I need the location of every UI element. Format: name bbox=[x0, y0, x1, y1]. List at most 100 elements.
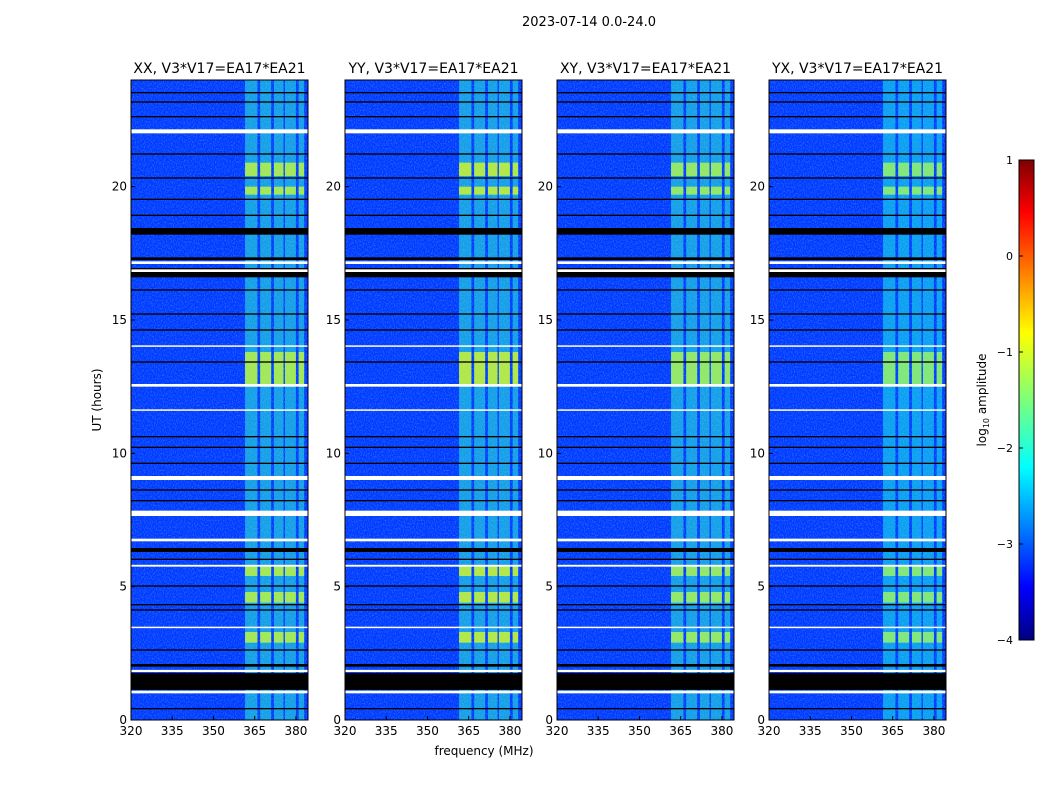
rfi-hot-cell bbox=[671, 592, 684, 603]
rfi-hot-cell bbox=[512, 632, 519, 643]
y-tick-label: 5 bbox=[333, 580, 341, 594]
x-tick-label: 365 bbox=[243, 724, 266, 738]
flagged-row-black bbox=[769, 446, 946, 448]
rfi-hot-cell bbox=[671, 632, 684, 643]
flagged-row-white bbox=[345, 269, 522, 272]
rfi-hot-cell bbox=[671, 162, 684, 176]
flagged-row-black bbox=[131, 548, 308, 552]
flagged-row-black bbox=[769, 257, 946, 260]
rfi-hot-cell bbox=[922, 162, 934, 176]
flagged-row-white bbox=[131, 510, 308, 516]
rfi-channel bbox=[273, 80, 284, 720]
rfi-hot-cell bbox=[260, 162, 272, 176]
rfi-hot-cell bbox=[710, 352, 722, 387]
rfi-hot-cell bbox=[724, 162, 731, 176]
rfi-hot-cell bbox=[883, 632, 896, 643]
flagged-row-black bbox=[345, 708, 522, 710]
x-tick-label: 320 bbox=[546, 724, 569, 738]
rfi-hot-cell bbox=[936, 352, 943, 387]
flagged-row-black bbox=[131, 313, 308, 315]
flagged-row-black bbox=[557, 558, 734, 560]
flagged-row-white bbox=[345, 538, 522, 542]
rfi-hot-cell bbox=[474, 162, 486, 176]
rfi-hot-cell bbox=[898, 592, 910, 603]
flagged-row-white bbox=[557, 564, 734, 567]
flagged-row-black bbox=[131, 268, 308, 278]
x-tick-label: 335 bbox=[799, 724, 822, 738]
flagged-row-white bbox=[769, 538, 946, 542]
rfi-hot-cell bbox=[911, 592, 922, 603]
rfi-hot-cell bbox=[512, 162, 519, 176]
rfi-channel bbox=[512, 80, 519, 720]
rfi-hot-cell bbox=[699, 162, 710, 176]
panel-frame bbox=[556, 79, 735, 721]
rfi-hot-cell bbox=[298, 162, 305, 176]
rfi-hot-cell bbox=[883, 162, 896, 176]
rfi-channel bbox=[898, 80, 910, 720]
rfi-hot-cell bbox=[260, 565, 272, 576]
flagged-row-black bbox=[345, 289, 522, 291]
flagged-row-white bbox=[131, 564, 308, 567]
flagged-row-black bbox=[345, 329, 522, 331]
panel-1: YY, V3*V17=EA17*EA21 320 335 350 365 380 0 5 10 1… bbox=[326, 61, 523, 738]
flagged-row-black bbox=[769, 609, 946, 611]
colorbar-tick-label: −4 bbox=[997, 634, 1013, 647]
flagged-row-black bbox=[345, 446, 522, 448]
flagged-row-black bbox=[131, 558, 308, 560]
rfi-channel bbox=[710, 80, 722, 720]
rfi-hot-cell bbox=[724, 352, 731, 387]
flagged-row-white bbox=[557, 409, 734, 411]
rfi-hot-cell bbox=[922, 565, 934, 576]
rfi-hot-cell bbox=[686, 632, 698, 643]
y-tick-label: 5 bbox=[119, 580, 127, 594]
rfi-hot-cell bbox=[898, 162, 910, 176]
flagged-row-white bbox=[557, 129, 734, 134]
colorbar-label: log10 amplitude bbox=[975, 354, 991, 447]
x-tick-label: 335 bbox=[161, 724, 184, 738]
rfi-hot-cell bbox=[686, 352, 698, 387]
flagged-row-white bbox=[131, 538, 308, 542]
panel-title: YX, V3*V17=EA17*EA21 bbox=[771, 61, 943, 77]
flagged-row-white bbox=[557, 510, 734, 516]
flagged-row-black bbox=[769, 436, 946, 438]
flagged-row-black bbox=[345, 436, 522, 438]
rfi-hot-cell bbox=[245, 565, 258, 576]
rfi-hot-cell bbox=[284, 565, 296, 576]
flagged-row-black bbox=[769, 649, 946, 651]
rfi-hot-cell bbox=[284, 632, 296, 643]
rfi-hot-cell bbox=[245, 592, 258, 603]
rfi-hot-cell bbox=[498, 162, 510, 176]
flagged-row-black bbox=[345, 604, 522, 606]
flagged-row-black bbox=[345, 609, 522, 611]
flagged-row-white bbox=[345, 626, 522, 629]
rfi-hot-cell bbox=[273, 186, 284, 195]
rfi-hot-cell bbox=[936, 186, 943, 195]
flagged-row-black bbox=[345, 268, 522, 278]
flagged-row-black bbox=[769, 177, 946, 179]
rfi-hot-cell bbox=[498, 632, 510, 643]
flagged-row-white bbox=[769, 690, 946, 694]
flagged-row-black bbox=[769, 228, 946, 235]
rfi-hot-cell bbox=[459, 186, 472, 195]
rfi-hot-cell bbox=[260, 632, 272, 643]
flagged-row-white bbox=[769, 269, 946, 272]
rfi-channel bbox=[686, 80, 698, 720]
flagged-row-white bbox=[769, 409, 946, 411]
flagged-row-black bbox=[557, 462, 734, 464]
rfi-hot-cell bbox=[710, 162, 722, 176]
panel-title: XY, V3*V17=EA17*EA21 bbox=[560, 61, 731, 77]
rfi-channel bbox=[298, 80, 305, 720]
flagged-row-black bbox=[557, 289, 734, 291]
rfi-hot-cell bbox=[245, 162, 258, 176]
flagged-row-black bbox=[557, 313, 734, 315]
colorbar-tick-label: −2 bbox=[997, 442, 1013, 455]
colorbar-tick-label: −3 bbox=[997, 538, 1013, 551]
rfi-hot-cell bbox=[699, 565, 710, 576]
colorbar-tick-label: 0 bbox=[1006, 250, 1013, 263]
rfi-hot-cell bbox=[487, 352, 498, 387]
rfi-hot-cell bbox=[487, 565, 498, 576]
flagged-row-white bbox=[769, 129, 946, 134]
panel-2: XY, V3*V17=EA17*EA21 320 335 350 365 380 0 5 10 1… bbox=[538, 61, 735, 738]
rfi-hot-cell bbox=[498, 186, 510, 195]
